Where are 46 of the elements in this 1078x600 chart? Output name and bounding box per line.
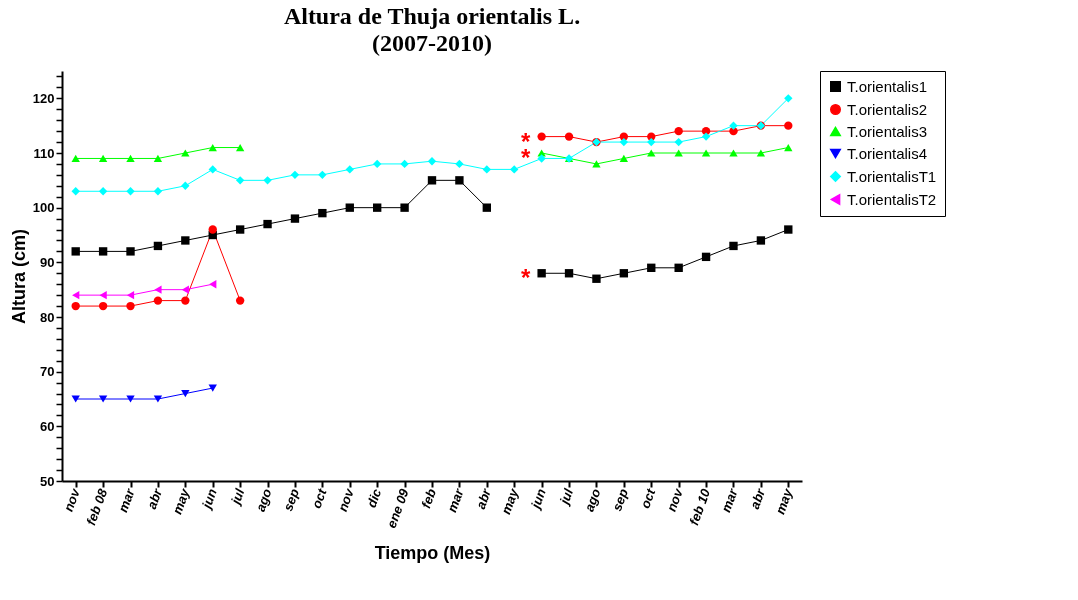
x-tick-label: nov bbox=[60, 486, 84, 514]
x-tick-label: ago bbox=[252, 486, 275, 514]
y-tick-label: 80 bbox=[40, 309, 55, 325]
x-tick-label: may bbox=[169, 486, 193, 517]
x-tick-label: abr bbox=[472, 485, 495, 511]
legend-label: T.orientalis3 bbox=[847, 122, 928, 140]
y-tick-label: 120 bbox=[32, 90, 55, 106]
x-tick-label: jun bbox=[198, 486, 220, 513]
y-axis-title: Altura (cm) bbox=[8, 228, 29, 325]
x-tick-label: jul bbox=[227, 486, 248, 509]
chart-subtitle: (2007-2010) bbox=[372, 30, 492, 57]
x-tick-label: dic bbox=[363, 486, 385, 510]
x-tick-label: mar bbox=[718, 485, 741, 515]
y-tick-label: 90 bbox=[40, 254, 55, 270]
legend-label: T.orientalisT2 bbox=[847, 190, 937, 208]
x-tick-label: may bbox=[498, 486, 522, 517]
x-tick-label: nov bbox=[663, 486, 686, 514]
x-tick-label: may bbox=[772, 486, 796, 517]
x-tick-label: abr bbox=[746, 485, 769, 511]
chart-title: Altura de Thuja orientalis L. bbox=[283, 3, 581, 30]
x-tick-label: jul bbox=[556, 486, 577, 509]
y-tick-label: 100 bbox=[32, 200, 55, 216]
legend-label: T.orientalis1 bbox=[847, 77, 928, 95]
y-tick-label: 50 bbox=[40, 473, 55, 489]
y-tick-label: 70 bbox=[40, 364, 55, 380]
x-tick-label: mar bbox=[444, 485, 467, 515]
x-tick-label: jun bbox=[527, 486, 549, 513]
x-tick-label: feb bbox=[418, 486, 440, 511]
x-tick-label: feb 08 bbox=[83, 486, 111, 528]
x-tick-label: ago bbox=[581, 486, 604, 514]
x-tick-label: ene 09 bbox=[383, 486, 412, 530]
x-tick-label: sep bbox=[280, 486, 303, 513]
y-tick-label: 60 bbox=[40, 418, 55, 434]
legend-label: T.orientalis4 bbox=[847, 144, 928, 162]
legend-label: T.orientalisT1 bbox=[847, 167, 937, 185]
x-tick-label: oct bbox=[308, 486, 330, 511]
x-tick-label: oct bbox=[637, 486, 659, 511]
x-tick-label: sep bbox=[609, 486, 631, 513]
y-tick-label: 110 bbox=[33, 145, 55, 161]
x-tick-label: nov bbox=[334, 486, 358, 514]
annotation: * bbox=[520, 264, 531, 292]
x-axis-title: Tiempo (Mes) bbox=[374, 543, 491, 564]
x-tick-label: abr bbox=[143, 485, 166, 511]
x-tick-label: mar bbox=[115, 485, 138, 515]
x-tick-label: feb 10 bbox=[686, 486, 714, 528]
legend-label: T.orientalis2 bbox=[847, 100, 928, 118]
